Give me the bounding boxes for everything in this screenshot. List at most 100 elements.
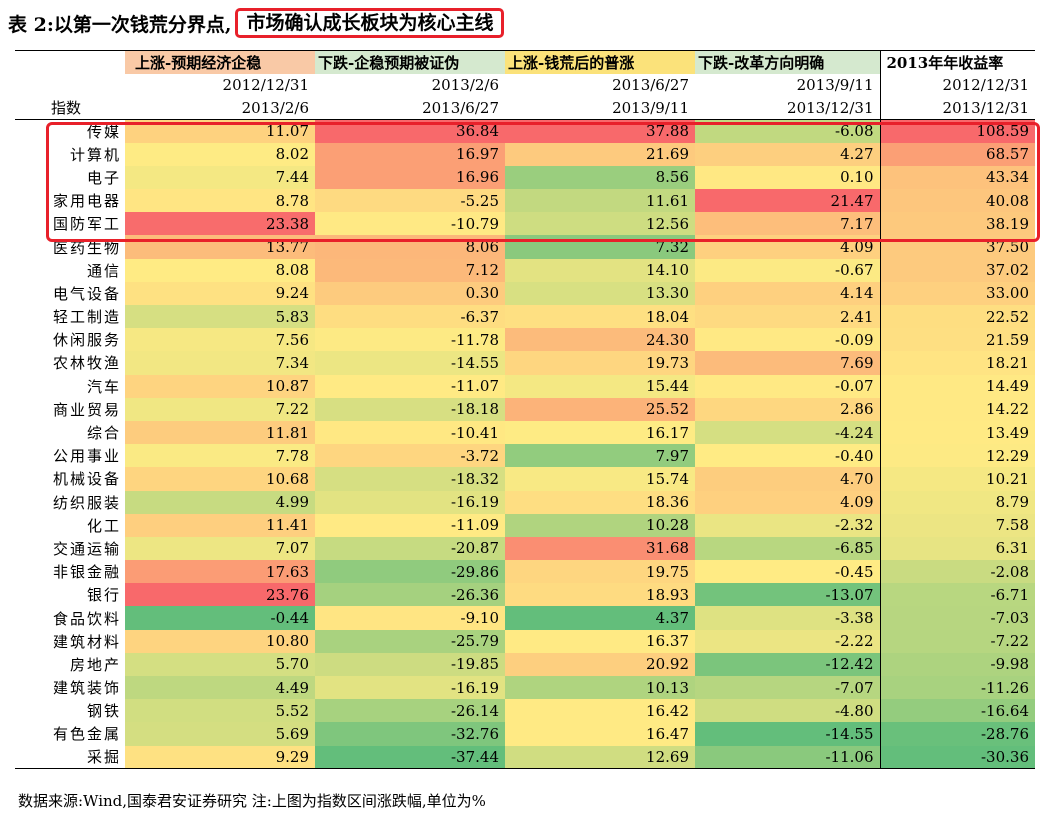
return-value: 108.59 [879, 119, 1035, 143]
sector-name: 电气设备 [15, 281, 125, 305]
return-value: -0.45 [695, 560, 880, 584]
return-value: -0.07 [695, 374, 880, 398]
return-value: 18.21 [879, 351, 1035, 375]
return-value: 12.29 [879, 444, 1035, 468]
return-value: 12.69 [505, 745, 695, 770]
return-value: 18.36 [505, 490, 695, 514]
return-value: -6.37 [315, 305, 505, 329]
return-value: 68.57 [879, 142, 1035, 166]
return-value: 2.41 [695, 305, 880, 329]
table-row: 银行 23.76 -26.36 18.93 -13.07 -6.71 [15, 583, 1035, 607]
return-value: 14.22 [879, 397, 1035, 421]
return-value: 8.79 [879, 490, 1035, 514]
sector-name: 房地产 [15, 652, 125, 676]
period-label-row: 上涨-预期经济企稳 下跌-企稳预期被证伪 上涨-钱荒后的普涨 下跌-改革方向明确… [15, 50, 1035, 74]
return-value: 16.37 [505, 629, 695, 653]
return-value: 7.69 [695, 351, 880, 375]
title-prefix: 表 2:以第一次钱荒分界点, [8, 13, 232, 36]
return-value: 4.99 [125, 490, 315, 514]
header-blank [15, 50, 125, 74]
return-value: 22.52 [879, 305, 1035, 329]
return-value: -10.79 [315, 212, 505, 236]
table-row: 交通运输 7.07 -20.87 31.68 -6.85 6.31 [15, 536, 1035, 561]
return-value: 9.29 [125, 745, 315, 770]
return-value: -18.32 [315, 467, 505, 491]
return-value: -3.72 [315, 444, 505, 468]
table-row: 公用事业 7.78 -3.72 7.97 -0.40 12.29 [15, 444, 1035, 468]
table-row: 商业贸易 7.22 -18.18 25.52 2.86 14.22 [15, 397, 1035, 421]
return-value: 20.92 [505, 652, 695, 676]
period-end: 2013/9/11 [505, 96, 695, 120]
return-value: 7.78 [125, 444, 315, 468]
return-value: 9.24 [125, 281, 315, 305]
sector-name: 汽车 [15, 374, 125, 398]
sector-name: 综合 [15, 420, 125, 445]
table-row: 机械设备 10.68 -18.32 15.74 4.70 10.21 [15, 467, 1035, 491]
table-row: 建筑装饰 4.49 -16.19 10.13 -7.07 -11.26 [15, 676, 1035, 700]
return-value: 6.31 [879, 536, 1035, 561]
table-row: 有色金属 5.69 -32.76 16.47 -14.55 -28.76 [15, 722, 1035, 746]
return-value: 36.84 [315, 119, 505, 143]
return-value: 5.69 [125, 722, 315, 746]
return-value: -26.14 [315, 699, 505, 723]
return-value: -10.41 [315, 420, 505, 445]
return-value: 7.12 [315, 258, 505, 282]
return-value: 31.68 [505, 536, 695, 561]
return-value: -0.67 [695, 258, 880, 282]
table-row: 建筑材料 10.80 -25.79 16.37 -2.22 -7.22 [15, 629, 1035, 653]
return-value: -37.44 [315, 745, 505, 770]
sector-name: 建筑材料 [15, 629, 125, 653]
period-start: 2013/6/27 [612, 76, 689, 94]
return-value: 21.47 [695, 189, 880, 213]
sector-name: 机械设备 [15, 467, 125, 491]
return-value: 21.59 [879, 328, 1035, 352]
return-value: -11.26 [879, 676, 1035, 700]
return-value: 4.49 [125, 676, 315, 700]
period-end-row: 指数 2013/2/6 2013/6/27 2013/9/11 2013/12/… [15, 96, 1035, 120]
return-value: 37.88 [505, 119, 695, 143]
return-value: -28.76 [879, 722, 1035, 746]
sector-name: 传媒 [15, 119, 125, 143]
table-row: 通信 8.08 7.12 14.10 -0.67 37.02 [15, 258, 1035, 282]
period-start: 2013/9/11 [796, 76, 874, 94]
return-value: -18.18 [315, 397, 505, 421]
return-value: 11.41 [125, 513, 315, 537]
sector-name: 电子 [15, 165, 125, 190]
sector-name: 纺织服装 [15, 490, 125, 514]
table-row: 房地产 5.70 -19.85 20.92 -12.42 -9.98 [15, 652, 1035, 676]
sector-name: 银行 [15, 583, 125, 607]
return-value: 7.34 [125, 351, 315, 375]
return-value: 25.52 [505, 397, 695, 421]
return-value: 2.86 [695, 397, 880, 421]
return-value: -6.85 [695, 536, 880, 561]
table-row: 医药生物 13.77 8.06 7.32 4.09 37.50 [15, 235, 1035, 259]
return-value: -7.03 [879, 606, 1035, 630]
table-row: 非银金融 17.63 -29.86 19.75 -0.45 -2.08 [15, 560, 1035, 584]
sector-name: 食品饮料 [15, 606, 125, 630]
return-value: -7.22 [879, 629, 1035, 653]
sector-name: 通信 [15, 258, 125, 282]
return-value: 14.10 [505, 258, 695, 282]
sector-name: 医药生物 [15, 235, 125, 259]
sector-name: 钢铁 [15, 699, 125, 723]
table-row: 电气设备 9.24 0.30 13.30 4.14 33.00 [15, 281, 1035, 305]
period-start-row: 2012/12/31 2013/2/6 2013/6/27 2013/9/11 … [15, 73, 1035, 97]
return-value: 10.68 [125, 467, 315, 491]
return-value: -11.78 [315, 328, 505, 352]
return-value: -3.38 [695, 606, 880, 630]
title-highlight: 市场确认成长板块为核心主线 [235, 8, 505, 38]
return-value: 7.58 [879, 513, 1035, 537]
return-value: 16.17 [505, 420, 695, 445]
return-value: 8.56 [505, 165, 695, 190]
return-value: 10.80 [125, 629, 315, 653]
return-value: -32.76 [315, 722, 505, 746]
return-value: 40.08 [879, 189, 1035, 213]
return-value: -9.10 [315, 606, 505, 630]
return-value: 4.27 [695, 142, 880, 166]
return-value: -29.86 [315, 560, 505, 584]
sector-name: 采掘 [15, 745, 125, 770]
return-value: 8.06 [315, 235, 505, 259]
return-value: -4.80 [695, 699, 880, 723]
table-row: 农林牧渔 7.34 -14.55 19.73 7.69 18.21 [15, 351, 1035, 375]
return-value: 37.02 [879, 258, 1035, 282]
